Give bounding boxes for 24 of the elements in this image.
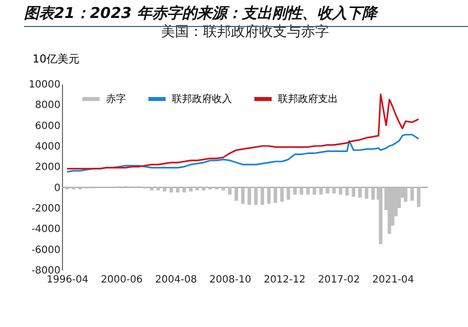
x-tick-label: 2008-10: [209, 274, 252, 286]
x-tick-label: 2017-02: [318, 274, 360, 286]
y-tick-label: -8000: [31, 266, 60, 276]
y-tick-label: 10000: [28, 80, 60, 90]
x-tick-label: 2012-12: [264, 274, 306, 286]
legend-label: 赤字: [106, 93, 126, 105]
y-tick-label: -2000: [31, 204, 60, 214]
line-series: [66, 94, 420, 170]
x-tick-label: 2004-08: [155, 274, 197, 286]
y-tick-label: 2000: [35, 162, 60, 174]
y-tick-label: 0: [54, 182, 60, 194]
legend-label: 联邦政府收入: [172, 93, 232, 105]
y-tick-label: 8000: [35, 100, 60, 112]
y-tick-label: -4000: [31, 224, 60, 236]
legend-label: 联邦政府支出: [278, 93, 338, 105]
y-tick-label: -6000: [31, 244, 60, 256]
x-tick-label: 2021-04: [372, 274, 414, 286]
y-tick-label: 4000: [35, 142, 60, 152]
x-tick-label: 2000-06: [100, 274, 143, 286]
line-series: [66, 134, 420, 173]
y-axis-title: 10亿美元: [32, 52, 80, 66]
x-tick-label: 1996-04: [46, 274, 88, 286]
chart-title: 图表21：2023 年赤字的来源：支出刚性、收入下降: [24, 4, 377, 22]
y-tick-label: 6000: [35, 120, 60, 132]
